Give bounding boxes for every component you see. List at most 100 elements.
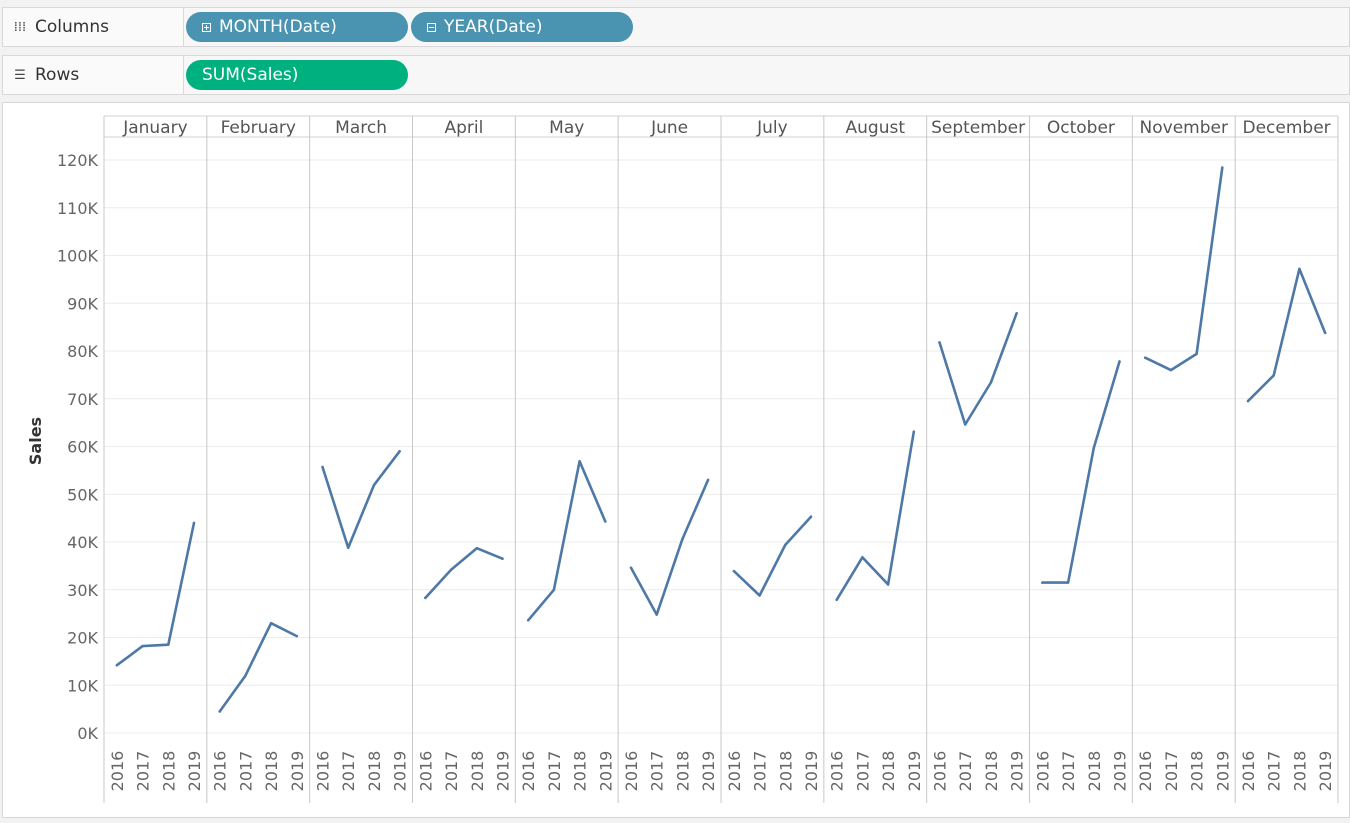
year-tick-label: 2018	[879, 751, 898, 792]
series-line	[938, 312, 1018, 426]
data-point	[1221, 166, 1224, 169]
year-tick-label: 2017	[648, 751, 667, 792]
year-tick-label: 2018	[673, 751, 692, 792]
year-tick-label: 2019	[1213, 751, 1232, 792]
data-point	[578, 460, 581, 463]
data-point	[501, 557, 504, 560]
year-date-pill-label: YEAR(Date)	[444, 17, 543, 37]
y-tick-label: 0K	[77, 724, 98, 743]
year-tick-label: 2016	[1033, 751, 1052, 792]
year-tick-label: 2019	[1110, 751, 1129, 792]
data-point	[1092, 446, 1095, 450]
year-tick-label: 2018	[1085, 751, 1104, 792]
data-point	[1143, 356, 1147, 359]
year-tick-label: 2019	[1008, 751, 1027, 792]
data-point	[784, 543, 787, 547]
data-point	[372, 483, 376, 487]
year-tick-label: 2018	[365, 751, 384, 792]
month-header: January	[122, 118, 187, 138]
series-line	[115, 521, 196, 667]
year-date-pill[interactable]: YEAR(Date)	[411, 12, 633, 42]
data-point	[244, 674, 247, 677]
data-point	[1298, 267, 1301, 271]
series-line	[321, 449, 401, 550]
data-point	[1118, 360, 1121, 363]
year-tick-label: 2019	[1316, 751, 1335, 792]
data-point	[938, 341, 941, 344]
sum-sales-pill[interactable]: SUM(Sales)	[186, 60, 408, 90]
month-header: October	[1047, 118, 1115, 138]
y-axis-title: Sales	[26, 417, 45, 465]
data-point	[681, 537, 684, 541]
data-point	[141, 644, 144, 648]
data-point	[809, 515, 813, 518]
data-point	[835, 598, 838, 601]
y-tick-label: 80K	[67, 342, 98, 361]
year-tick-label: 2019	[185, 751, 204, 792]
y-tick-label: 90K	[67, 294, 98, 313]
year-tick-label: 2016	[1239, 751, 1258, 792]
rows-label-text: Rows	[35, 65, 80, 85]
year-tick-label: 2018	[1290, 751, 1309, 792]
month-header: March	[335, 118, 387, 138]
y-tick-label: 70K	[67, 390, 98, 409]
year-tick-label: 2016	[725, 751, 744, 792]
data-point	[115, 663, 119, 667]
rows-shelf[interactable]: ☰ Rows SUM(Sales)	[2, 55, 1350, 95]
year-tick-label: 2018	[1188, 751, 1207, 792]
year-tick-label: 2017	[545, 751, 564, 792]
month-header: February	[221, 118, 296, 138]
year-tick-label: 2018	[982, 751, 1001, 792]
year-tick-label: 2019	[596, 751, 615, 792]
columns-icon: ⁞⁞⁞	[13, 19, 27, 35]
data-point	[1323, 331, 1327, 335]
month-date-pill-label: MONTH(Date)	[219, 17, 337, 37]
collapse-icon[interactable]	[427, 22, 436, 32]
series-line	[1041, 360, 1121, 584]
year-tick-label: 2016	[828, 751, 847, 792]
year-tick-label: 2019	[288, 751, 307, 792]
data-point	[604, 520, 607, 523]
rows-shelf-label: ☰ Rows	[3, 56, 184, 94]
y-tick-label: 20K	[67, 629, 98, 648]
columns-shelf[interactable]: ⁞⁞⁞ Columns MONTH(Date) YEAR(Date)	[2, 7, 1350, 47]
data-point	[629, 566, 633, 569]
year-tick-label: 2016	[622, 751, 641, 792]
year-tick-label: 2018	[571, 751, 590, 792]
year-tick-label: 2018	[262, 751, 281, 792]
series-line	[424, 546, 504, 600]
year-tick-label: 2017	[1059, 751, 1078, 792]
data-point	[706, 478, 710, 482]
expand-icon[interactable]	[202, 22, 211, 32]
year-tick-label: 2016	[931, 751, 950, 792]
month-header: August	[846, 118, 906, 138]
data-point	[295, 634, 299, 638]
year-tick-label: 2016	[211, 751, 230, 792]
year-tick-label: 2017	[236, 751, 255, 792]
data-point	[167, 643, 170, 646]
month-date-pill[interactable]: MONTH(Date)	[186, 12, 408, 42]
month-header: June	[650, 118, 688, 138]
series-line	[218, 621, 299, 713]
data-point	[218, 710, 221, 713]
year-tick-label: 2018	[468, 751, 487, 792]
sales-line-chart: 0K 10K 20K 30K 40K 50K 60K 70K 80K 90K 100K 110K 120…	[26, 115, 1339, 803]
year-tick-label: 2016	[519, 751, 538, 792]
y-tick-label: 50K	[67, 485, 98, 504]
data-point	[861, 556, 864, 559]
rows-icon: ☰	[14, 67, 26, 83]
series-line	[1246, 267, 1327, 403]
data-point	[424, 596, 427, 600]
month-header: September	[931, 118, 1025, 138]
data-point	[1015, 312, 1018, 315]
data-point	[347, 546, 350, 549]
data-point	[449, 568, 453, 571]
y-tick-label: 110K	[57, 199, 99, 218]
data-point	[1169, 368, 1173, 372]
year-tick-label: 2019	[391, 751, 410, 792]
year-tick-label: 2019	[802, 751, 821, 792]
view-area: 0K 10K 20K 30K 40K 50K 60K 70K 80K 90K 100K 110K 120…	[2, 102, 1350, 818]
data-point	[1272, 374, 1275, 377]
year-tick-label: 2016	[416, 751, 435, 792]
year-tick-label: 2019	[905, 751, 924, 792]
